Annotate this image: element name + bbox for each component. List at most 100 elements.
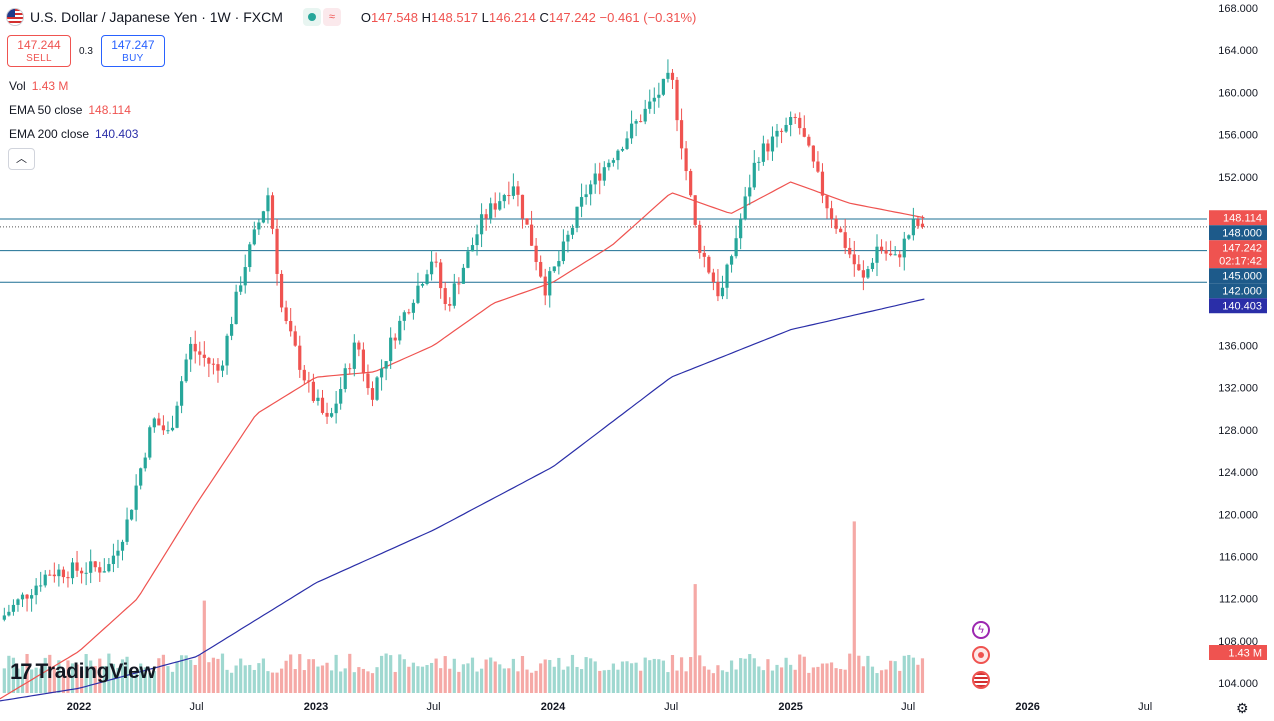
volume-bar bbox=[293, 669, 297, 693]
candle-body bbox=[89, 561, 93, 573]
volume-bar bbox=[511, 658, 515, 693]
volume-bar bbox=[129, 672, 134, 693]
candle-body bbox=[798, 117, 802, 129]
candle-body bbox=[766, 143, 770, 152]
volume-bar bbox=[875, 673, 879, 693]
volume-bar bbox=[661, 660, 665, 693]
candle-body bbox=[98, 567, 102, 573]
buy-button[interactable]: 147.247 BUY bbox=[100, 35, 165, 67]
approx-icon[interactable]: ≈ bbox=[322, 8, 341, 26]
candle-body bbox=[748, 187, 752, 197]
candle-body bbox=[489, 203, 493, 219]
candle-body bbox=[366, 373, 370, 389]
event-dividend-icon[interactable] bbox=[972, 646, 990, 664]
candle-body bbox=[916, 219, 920, 226]
candle-body bbox=[434, 261, 438, 263]
candle-body bbox=[439, 262, 443, 289]
candle-body bbox=[225, 335, 229, 366]
candle-body bbox=[2, 615, 6, 620]
candle-body bbox=[320, 397, 325, 413]
volume-bar bbox=[116, 667, 120, 693]
volume-bar bbox=[225, 669, 229, 693]
candle-body bbox=[634, 121, 638, 124]
event-lightning-icon[interactable]: ϟ bbox=[972, 621, 990, 639]
candle-body bbox=[875, 246, 879, 263]
volume-bar bbox=[179, 655, 184, 693]
candle-body bbox=[343, 368, 347, 390]
x-tick-label: Jul bbox=[189, 701, 203, 713]
candle-body bbox=[334, 403, 338, 414]
y-tick-label: 116.000 bbox=[1219, 551, 1258, 563]
ema200-indicator[interactable]: EMA 200 close 140.403 bbox=[9, 127, 139, 141]
volume-bar bbox=[916, 664, 920, 693]
candle-body bbox=[539, 261, 543, 277]
candle-body bbox=[30, 595, 34, 599]
tradingview-logo[interactable]: 17 TradingView bbox=[10, 659, 156, 684]
candle-body bbox=[829, 208, 834, 219]
volume-indicator[interactable]: Vol 1.43 M bbox=[9, 79, 69, 93]
y-tick-label: 132.000 bbox=[1218, 383, 1258, 395]
ema50-line bbox=[0, 181, 925, 700]
volume-bar bbox=[148, 673, 152, 693]
candle-body bbox=[698, 224, 702, 253]
candle-body bbox=[389, 337, 393, 362]
volume-bar bbox=[452, 658, 456, 693]
candle-body bbox=[575, 206, 579, 228]
candle-body bbox=[670, 72, 675, 80]
volume-bar bbox=[684, 671, 688, 693]
candle-body bbox=[834, 218, 838, 229]
volume-bar bbox=[61, 671, 66, 693]
candle-body bbox=[420, 284, 425, 286]
volume-bar bbox=[343, 668, 347, 693]
sell-button[interactable]: 147.244 SELL bbox=[7, 35, 71, 67]
x-tick-label: 2022 bbox=[67, 701, 91, 713]
candle-body bbox=[543, 276, 547, 296]
volume-label-text: 1.43 M bbox=[1228, 648, 1262, 660]
volume-bar bbox=[184, 655, 188, 693]
ema50-indicator[interactable]: EMA 50 close 148.114 bbox=[9, 103, 131, 117]
volume-bar bbox=[548, 660, 552, 693]
settings-gear-icon[interactable]: ⚙ bbox=[1236, 700, 1249, 716]
market-status[interactable]: ≈ bbox=[302, 8, 341, 26]
volume-bar bbox=[620, 661, 625, 693]
candle-body bbox=[789, 117, 793, 125]
candle-body bbox=[302, 369, 306, 381]
volume-bar bbox=[707, 669, 711, 693]
candle-body bbox=[484, 214, 488, 219]
volume-bar bbox=[502, 668, 506, 693]
volume-bar bbox=[816, 666, 820, 693]
event-us-flag-icon[interactable] bbox=[972, 671, 990, 689]
candle-body bbox=[284, 307, 288, 322]
volume-bar bbox=[257, 663, 261, 693]
candle-body bbox=[611, 160, 615, 163]
volume-bar bbox=[911, 657, 915, 693]
volume-bar bbox=[170, 671, 175, 693]
candle-body bbox=[661, 78, 665, 95]
candle-body bbox=[702, 252, 706, 257]
volume-bar bbox=[39, 668, 43, 693]
candle-body bbox=[843, 232, 847, 248]
volume-bar bbox=[339, 671, 343, 693]
volume-bar bbox=[420, 666, 425, 693]
candle-body bbox=[34, 585, 38, 596]
volume-bar bbox=[552, 666, 556, 693]
candle-body bbox=[384, 361, 388, 369]
candle-body bbox=[84, 572, 88, 574]
candle-body bbox=[202, 354, 206, 358]
volume-bar bbox=[320, 665, 325, 693]
volume-bar bbox=[775, 664, 779, 693]
volume-bar bbox=[216, 658, 220, 693]
symbol-title[interactable]: U.S. Dollar / Japanese Yen · 1W · FXCM bbox=[30, 9, 283, 25]
volume-bar bbox=[589, 658, 593, 693]
candle-body bbox=[775, 130, 779, 137]
candle-body bbox=[657, 94, 661, 98]
candle-body bbox=[211, 363, 216, 365]
candle-body bbox=[529, 224, 534, 246]
candle-body bbox=[866, 269, 870, 278]
volume-bar bbox=[829, 662, 834, 693]
volume-bar bbox=[570, 654, 575, 693]
collapse-indicators-button[interactable]: ︿ bbox=[8, 148, 35, 170]
volume-bar bbox=[229, 672, 234, 693]
market-open-icon[interactable] bbox=[302, 8, 321, 26]
